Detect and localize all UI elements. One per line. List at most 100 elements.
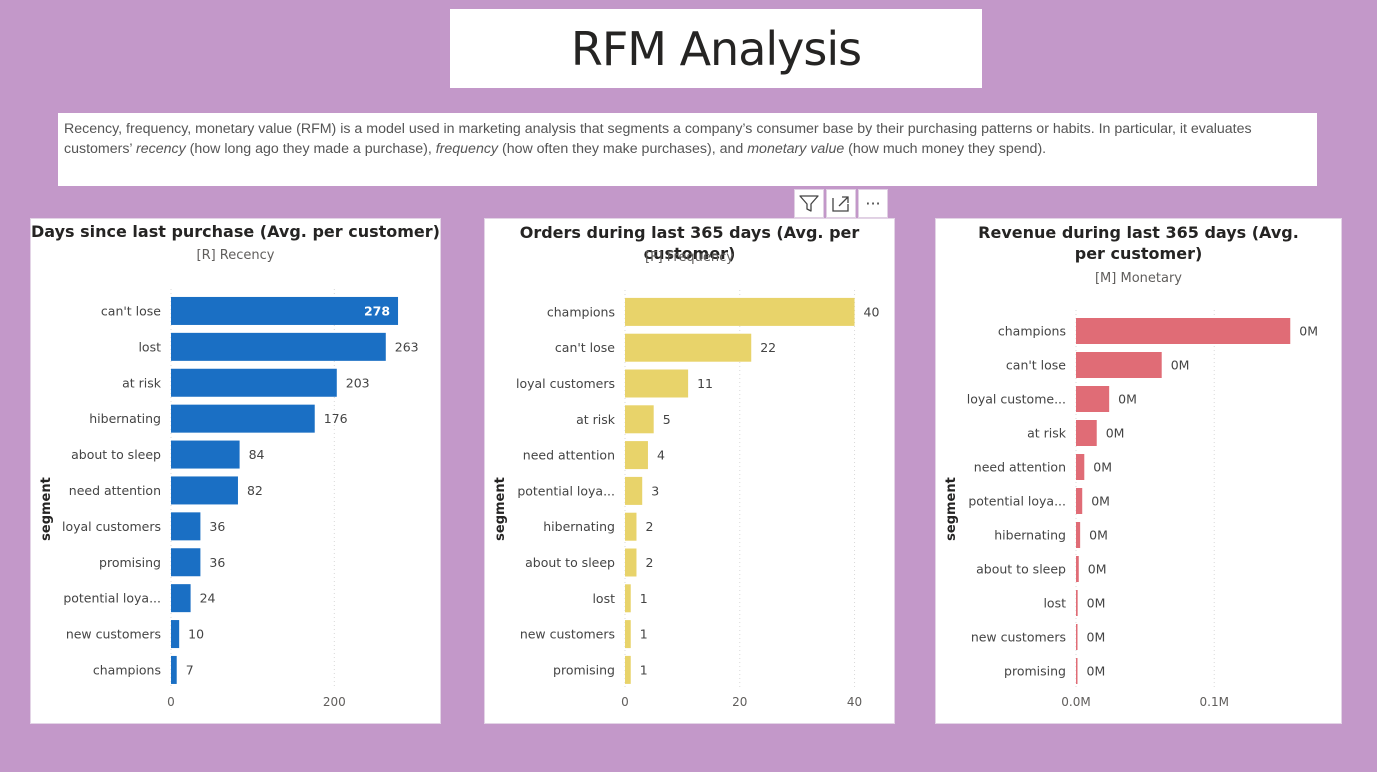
category-label: about to sleep xyxy=(525,555,615,570)
visual-header-toolbar: ··· xyxy=(794,189,888,218)
category-label: loyal customers xyxy=(516,376,615,391)
category-label: promising xyxy=(553,662,615,677)
category-label: can't lose xyxy=(101,303,161,318)
data-label: 0M xyxy=(1087,596,1106,611)
data-label: 10 xyxy=(188,627,204,642)
monetary-chart-panel[interactable]: Revenue during last 365 days (Avg. per c… xyxy=(935,218,1342,724)
bar xyxy=(625,548,637,577)
data-label: 0M xyxy=(1106,426,1125,441)
data-label: 0M xyxy=(1089,528,1108,543)
category-label: potential loya... xyxy=(63,591,161,606)
category-label: need attention xyxy=(69,483,161,498)
bar xyxy=(171,476,238,505)
category-label: at risk xyxy=(1027,426,1067,441)
category-label: new customers xyxy=(66,627,161,642)
focus-mode-icon xyxy=(832,195,849,212)
x-tick-label: 0 xyxy=(621,695,629,709)
y-axis-title: segment xyxy=(493,477,508,541)
data-label: 0M xyxy=(1087,664,1106,679)
data-label: 278 xyxy=(364,303,390,318)
category-label: can't lose xyxy=(555,340,615,355)
category-label: about to sleep xyxy=(976,562,1066,577)
data-label: 203 xyxy=(346,375,370,390)
description-text-4: (how much money they spend). xyxy=(844,141,1047,157)
bar xyxy=(1076,590,1078,616)
y-axis-title: segment xyxy=(944,477,959,541)
filter-button[interactable] xyxy=(794,189,824,218)
data-label: 2 xyxy=(645,555,653,570)
chart-subtitle: [F] Frequency xyxy=(645,250,734,265)
chart-subtitle: [M] Monetary xyxy=(1094,271,1182,286)
data-label: 5 xyxy=(663,412,671,427)
category-label: need attention xyxy=(974,460,1066,475)
recency-chart-panel[interactable]: Days since last purchase (Avg. per custo… xyxy=(30,218,441,724)
data-label: 24 xyxy=(200,591,216,606)
chart-title: Days since last purchase (Avg. per custo… xyxy=(31,222,440,241)
description-text-box: Recency, frequency, monetary value (RFM)… xyxy=(58,113,1317,186)
data-label: 82 xyxy=(247,483,263,498)
bar xyxy=(625,584,631,613)
data-label: 263 xyxy=(395,339,419,354)
category-label: potential loya... xyxy=(517,483,615,498)
frequency-chart-panel[interactable]: Orders during last 365 days (Avg. per cu… xyxy=(484,218,895,724)
bar xyxy=(1076,556,1079,582)
bar xyxy=(171,655,177,684)
y-axis-title: segment xyxy=(39,477,54,541)
data-label: 11 xyxy=(697,376,713,391)
data-label: 36 xyxy=(209,519,225,534)
bar xyxy=(171,620,180,649)
page-title: RFM Analysis xyxy=(570,21,862,76)
category-label: need attention xyxy=(523,448,615,463)
category-label: hibernating xyxy=(89,411,161,426)
bar xyxy=(625,441,648,470)
x-tick-label: 20 xyxy=(732,695,747,709)
bar xyxy=(171,404,315,433)
description-text-1: Recency, frequency, monetary value (RFM)… xyxy=(64,121,1252,157)
more-options-button[interactable]: ··· xyxy=(858,189,888,218)
chart-subtitle: [R] Recency xyxy=(196,248,275,263)
chart-title: Revenue during last 365 days (Avg. per c… xyxy=(978,223,1299,263)
category-label: loyal custome... xyxy=(967,392,1066,407)
data-label: 1 xyxy=(640,627,648,642)
bar xyxy=(1076,386,1110,412)
bar xyxy=(625,512,637,541)
bar xyxy=(1076,454,1085,480)
bar xyxy=(1076,352,1162,378)
description-monetary: monetary value xyxy=(747,141,845,157)
bar xyxy=(171,512,201,541)
bar xyxy=(171,368,337,397)
bar xyxy=(625,297,855,326)
category-label: champions xyxy=(547,304,615,319)
description-frequency: frequency xyxy=(435,141,499,157)
bar xyxy=(625,333,752,362)
recency-bar-chart: 0 200 segment can't lose 278 lost 263 at risk 20… xyxy=(39,289,419,709)
category-label: lost xyxy=(1043,596,1066,611)
data-label: 2 xyxy=(645,519,653,534)
data-label: 36 xyxy=(209,555,225,570)
bar xyxy=(625,369,689,398)
category-label: promising xyxy=(99,555,161,570)
bar xyxy=(1076,624,1078,650)
data-label: 1 xyxy=(640,591,648,606)
x-tick-label: 0.1M xyxy=(1200,695,1229,709)
category-label: new customers xyxy=(971,630,1066,645)
x-tick-label: 0 xyxy=(167,695,175,709)
bar xyxy=(1076,420,1097,446)
data-label: 0M xyxy=(1093,460,1112,475)
data-label: 84 xyxy=(249,447,265,462)
category-label: at risk xyxy=(122,375,162,390)
category-label: promising xyxy=(1004,664,1066,679)
category-label: hibernating xyxy=(994,528,1066,543)
data-label: 40 xyxy=(864,304,880,319)
bar xyxy=(625,476,643,505)
bar xyxy=(1076,318,1291,344)
bar xyxy=(171,584,191,613)
bar xyxy=(171,548,201,577)
bar xyxy=(171,296,399,325)
bar xyxy=(625,655,631,684)
description-text-2: (how long ago they made a purchase), xyxy=(185,141,436,157)
focus-mode-button[interactable] xyxy=(826,189,856,218)
chart-title: Orders during last 365 days (Avg. per cu… xyxy=(519,223,860,263)
report-title-box: RFM Analysis xyxy=(450,9,982,88)
